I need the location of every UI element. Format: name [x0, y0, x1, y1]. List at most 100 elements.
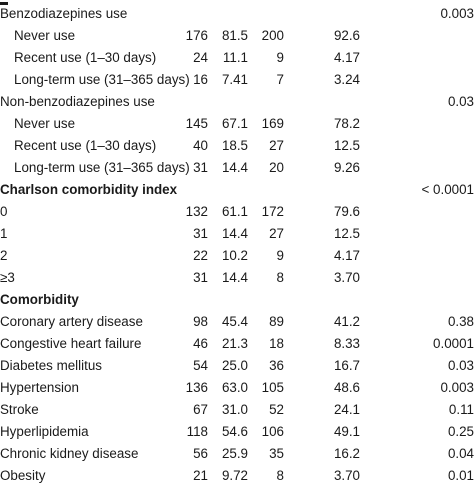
row-label: Recent use (1–30 days): [14, 47, 156, 69]
row-label: 1: [0, 223, 7, 245]
cell-c2: 63.0: [222, 377, 248, 399]
row-label: Never use: [14, 25, 75, 47]
cell-c3: 36: [269, 355, 284, 377]
row-label: Recent use (1–30 days): [14, 135, 156, 157]
p-value: 0.03: [448, 355, 474, 377]
row-label: 0: [0, 201, 7, 223]
row-label: Non-benzodiazepines use: [0, 91, 155, 113]
cell-c2: 67.1: [222, 113, 248, 135]
cell-c2: 9.72: [222, 465, 248, 487]
row-label: Hyperlipidemia: [0, 421, 89, 443]
cell-c3: 27: [269, 135, 284, 157]
cell-c3: 169: [262, 113, 284, 135]
row-label: Coronary artery disease: [0, 311, 143, 333]
cell-c1: 98: [193, 311, 208, 333]
table-row: Hypertension 136 63.0 105 48.6 0.003: [0, 377, 474, 399]
cell-c4: 9.26: [334, 157, 360, 179]
cell-c4: 12.5: [334, 135, 360, 157]
cell-c3: 7: [277, 69, 284, 91]
p-value: 0.04: [448, 443, 474, 465]
cell-c4: 16.7: [334, 355, 360, 377]
table-row: Chronic kidney disease 56 25.9 35 16.2 0.04: [0, 443, 474, 465]
cell-c2: 18.5: [222, 135, 248, 157]
cell-c2: 14.4: [222, 157, 248, 179]
cell-c2: 10.2: [222, 245, 248, 267]
row-label: Obesity: [0, 465, 45, 487]
cell-c3: 9: [277, 245, 284, 267]
row-label: Benzodiazepines use: [0, 3, 127, 25]
cell-c2: 14.4: [222, 267, 248, 289]
p-value: 0.0001: [433, 333, 474, 355]
cell-c1: 56: [193, 443, 208, 465]
cell-c4: 4.17: [334, 245, 360, 267]
cell-c4: 16.2: [334, 443, 360, 465]
cell-c2: 14.4: [222, 223, 248, 245]
cell-c1: 46: [193, 333, 208, 355]
row-label: Long-term use (31–365 days): [14, 69, 190, 91]
cell-c1: 136: [186, 377, 208, 399]
table-row: 1 31 14.4 27 12.5: [0, 223, 474, 245]
cell-c2: 7.41: [222, 69, 248, 91]
cell-c2: 61.1: [222, 201, 248, 223]
cell-c3: 172: [262, 201, 284, 223]
cell-c1: 31: [193, 157, 208, 179]
cell-c1: 31: [193, 223, 208, 245]
row-label: ≥3: [0, 267, 15, 289]
row-label: Stroke: [0, 399, 39, 421]
cell-c3: 18: [269, 333, 284, 355]
cell-c1: 132: [186, 201, 208, 223]
cell-c4: 12.5: [334, 223, 360, 245]
row-label: Charlson comorbidity index: [0, 179, 177, 201]
row-label: Hypertension: [0, 377, 79, 399]
cell-c1: 145: [186, 113, 208, 135]
cell-c3: 27: [269, 223, 284, 245]
row-label: Chronic kidney disease: [0, 443, 138, 465]
cell-c3: 89: [269, 311, 284, 333]
cell-c4: 48.6: [334, 377, 360, 399]
cell-c3: 8: [277, 465, 284, 487]
p-value: 0.003: [440, 3, 474, 25]
cell-c4: 3.70: [334, 465, 360, 487]
cell-c1: 22: [193, 245, 208, 267]
cell-c3: 20: [269, 157, 284, 179]
cell-c3: 35: [269, 443, 284, 465]
cell-c1: 118: [187, 421, 208, 443]
cell-c4: 3.70: [334, 267, 360, 289]
cell-c1: 54: [193, 355, 208, 377]
row-label: Diabetes mellitus: [0, 355, 102, 377]
cell-c3: 52: [269, 399, 284, 421]
cell-c1: 67: [193, 399, 208, 421]
cell-c2: 54.6: [222, 421, 248, 443]
cell-c4: 92.6: [334, 25, 360, 47]
cell-c1: 16: [193, 69, 208, 91]
cell-c4: 8.33: [334, 333, 360, 355]
cell-c4: 3.24: [334, 69, 360, 91]
cell-c4: 24.1: [334, 399, 360, 421]
p-value: 0.003: [440, 377, 474, 399]
cell-c1: 24: [193, 47, 208, 69]
cell-c2: 21.3: [222, 333, 248, 355]
cell-c2: 25.9: [222, 443, 248, 465]
section-header-row: Benzodiazepines use 0.003: [0, 3, 474, 25]
cell-c4: 4.17: [334, 47, 360, 69]
row-label: Never use: [14, 113, 75, 135]
cell-c2: 81.5: [222, 25, 248, 47]
cell-c3: 200: [262, 25, 284, 47]
cell-c2: 45.4: [222, 311, 248, 333]
cell-c3: 105: [262, 377, 284, 399]
row-label: Comorbidity: [0, 289, 79, 311]
cell-c4: 41.2: [334, 311, 360, 333]
cell-c4: 49.1: [334, 421, 360, 443]
